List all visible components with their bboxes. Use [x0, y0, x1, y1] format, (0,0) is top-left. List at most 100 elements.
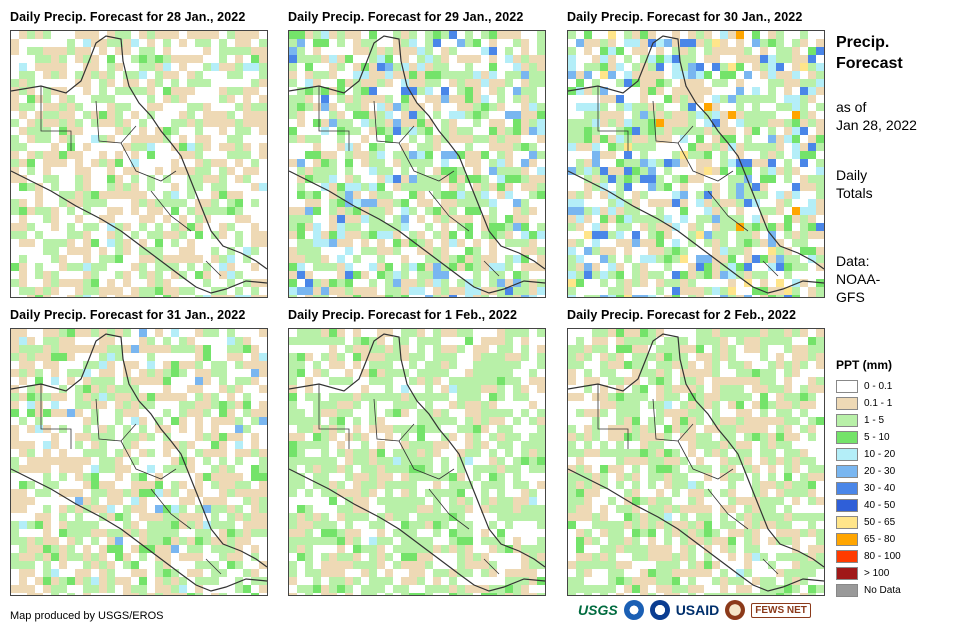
precip-cell [305, 215, 313, 223]
precip-cell [211, 433, 219, 441]
precip-cell [147, 87, 155, 95]
precip-cell [227, 353, 235, 361]
precip-cell [433, 79, 441, 87]
precip-cell [401, 255, 409, 263]
precip-cell [305, 135, 313, 143]
precip-cell [329, 457, 337, 465]
precip-cell [704, 183, 712, 191]
precip-cell [99, 215, 107, 223]
precip-cell [784, 95, 792, 103]
precip-cell [792, 183, 800, 191]
precip-cell [816, 377, 824, 385]
precip-cell [696, 255, 704, 263]
precip-cell [497, 433, 505, 441]
precip-cell [289, 577, 297, 585]
precip-cell [608, 295, 616, 297]
precip-cell [235, 457, 243, 465]
precip-cell [139, 223, 147, 231]
precip-cell [473, 199, 481, 207]
precip-cell [369, 71, 377, 79]
precip-cell [369, 295, 377, 297]
precip-cell [305, 79, 313, 87]
precip-cell [321, 513, 329, 521]
precip-cell [656, 247, 664, 255]
precip-cell [568, 223, 576, 231]
precip-cell [728, 425, 736, 433]
precip-cell [513, 481, 521, 489]
precip-cell [305, 271, 313, 279]
precip-cell [425, 561, 433, 569]
precip-cell [353, 393, 361, 401]
precip-cell [608, 529, 616, 537]
precip-cell [345, 521, 353, 529]
precip-cell [760, 417, 768, 425]
precip-cell [321, 473, 329, 481]
precip-cell [377, 207, 385, 215]
precip-cell [361, 561, 369, 569]
precip-cell [768, 223, 776, 231]
precip-cell [736, 159, 744, 167]
precip-cell [409, 87, 417, 95]
precip-cell [115, 295, 123, 297]
precip-cell [776, 279, 784, 287]
precip-cell [728, 345, 736, 353]
precip-cell [736, 207, 744, 215]
precip-cell [808, 151, 816, 159]
precip-cell [377, 577, 385, 585]
precip-cell [251, 47, 259, 55]
precip-cell [465, 505, 473, 513]
precip-cell [329, 191, 337, 199]
precip-cell [353, 417, 361, 425]
precip-cell [489, 353, 497, 361]
precip-cell [123, 103, 131, 111]
precip-cell [155, 537, 163, 545]
country-border [40, 86, 72, 151]
precip-cell [449, 545, 457, 553]
precip-cell [305, 87, 313, 95]
precip-cell [91, 385, 99, 393]
precip-cell [600, 223, 608, 231]
precip-cell [227, 433, 235, 441]
precip-cell [321, 55, 329, 63]
precip-cell [696, 521, 704, 529]
precip-cell [377, 361, 385, 369]
precip-cell [385, 481, 393, 489]
precip-cell [433, 231, 441, 239]
precip-cell [195, 79, 203, 87]
precip-cell [521, 103, 529, 111]
precip-cell [736, 497, 744, 505]
precip-cell [457, 425, 465, 433]
precip-cell [297, 529, 305, 537]
precip-cell [329, 207, 337, 215]
precip-cell [688, 537, 696, 545]
precip-cell [784, 433, 792, 441]
precip-cell [584, 353, 592, 361]
precip-cell [11, 561, 19, 569]
precip-cell [728, 505, 736, 513]
precip-cell [688, 505, 696, 513]
precip-cell [123, 593, 131, 595]
precip-cell [131, 191, 139, 199]
precip-cell [688, 569, 696, 577]
precip-cell [179, 199, 187, 207]
precip-cell [632, 537, 640, 545]
precip-cell [497, 87, 505, 95]
precip-cell [115, 183, 123, 191]
precip-cell [584, 39, 592, 47]
precip-cell [259, 151, 267, 159]
precip-cell [704, 231, 712, 239]
precip-cell [195, 55, 203, 63]
precip-cell [219, 119, 227, 127]
precip-cell [505, 31, 513, 39]
precip-cell [489, 545, 497, 553]
precip-cell [768, 231, 776, 239]
precip-cell [369, 127, 377, 135]
precip-cell [712, 353, 720, 361]
precip-cell [259, 505, 267, 513]
precip-cell [131, 409, 139, 417]
precip-cell [728, 71, 736, 79]
precip-cell [808, 401, 816, 409]
precip-cell [243, 247, 251, 255]
precip-cell [313, 585, 321, 593]
precip-cell [115, 87, 123, 95]
